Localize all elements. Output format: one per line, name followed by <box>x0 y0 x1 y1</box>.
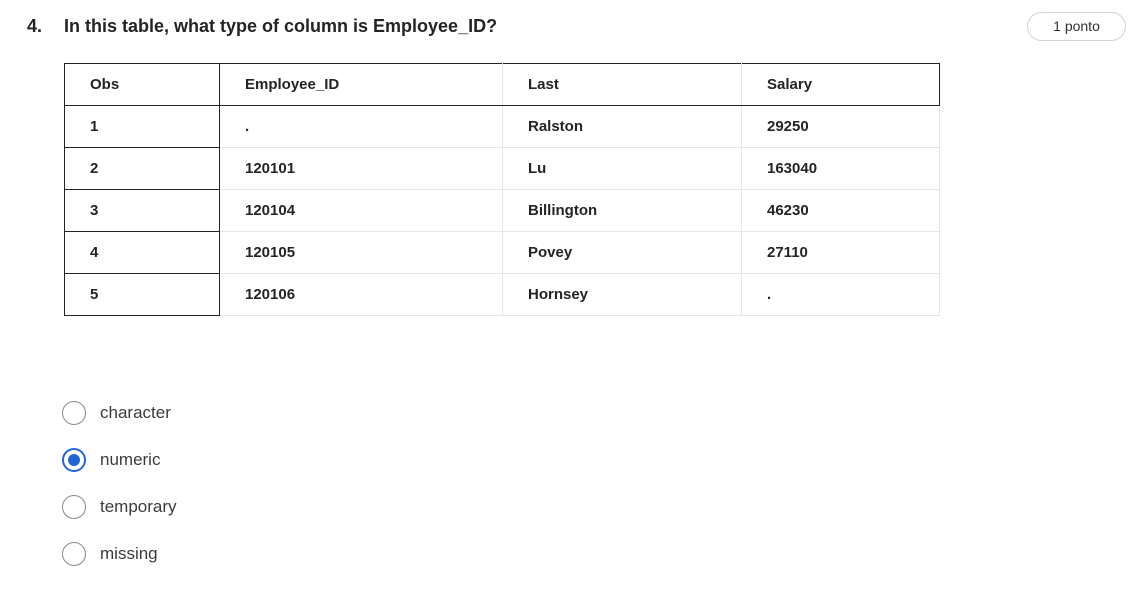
cell-employee-id: 120101 <box>219 147 503 190</box>
cell-salary: 29250 <box>741 105 940 148</box>
option-missing[interactable]: missing <box>62 541 177 566</box>
option-numeric[interactable]: numeric <box>62 447 177 472</box>
cell-salary: 163040 <box>741 147 940 190</box>
cell-salary: 46230 <box>741 189 940 232</box>
cell-obs: 1 <box>64 105 220 148</box>
cell-salary: 27110 <box>741 231 940 274</box>
cell-obs: 5 <box>64 273 220 316</box>
table-row: 1 . Ralston 29250 <box>64 105 940 148</box>
cell-last: Povey <box>502 231 742 274</box>
header-employee-id: Employee_ID <box>219 63 503 106</box>
cell-obs: 4 <box>64 231 220 274</box>
table-row: 3 120104 Billington 46230 <box>64 189 940 232</box>
cell-employee-id: 120105 <box>219 231 503 274</box>
radio-button[interactable] <box>62 400 86 425</box>
cell-last: Lu <box>502 147 742 190</box>
header-salary: Salary <box>741 63 940 106</box>
option-temporary[interactable]: temporary <box>62 494 177 519</box>
cell-last: Hornsey <box>502 273 742 316</box>
radio-button[interactable] <box>62 541 86 566</box>
option-label: temporary <box>100 496 177 516</box>
cell-employee-id: 120106 <box>219 273 503 316</box>
radio-button[interactable] <box>62 494 86 519</box>
table-row: 5 120106 Hornsey . <box>64 273 940 316</box>
answer-options: character numeric temporary missing <box>62 400 177 588</box>
header-last: Last <box>502 63 742 106</box>
cell-employee-id: 120104 <box>219 189 503 232</box>
data-table: Obs Employee_ID Last Salary 1 . Ralston … <box>64 63 940 316</box>
cell-salary: . <box>741 273 940 316</box>
header-obs: Obs <box>64 63 220 106</box>
question-title: In this table, what type of column is Em… <box>64 16 498 36</box>
option-label: missing <box>100 543 158 563</box>
cell-obs: 3 <box>64 189 220 232</box>
option-label: numeric <box>100 449 161 469</box>
points-badge: 1 ponto <box>1027 12 1126 41</box>
cell-employee-id: . <box>219 105 503 148</box>
option-character[interactable]: character <box>62 400 177 425</box>
question-number: 4. <box>27 16 43 36</box>
radio-button[interactable] <box>62 447 86 472</box>
option-label: character <box>100 402 171 422</box>
cell-last: Ralston <box>502 105 742 148</box>
table-row: 2 120101 Lu 163040 <box>64 147 940 190</box>
table-row: 4 120105 Povey 27110 <box>64 231 940 274</box>
cell-obs: 2 <box>64 147 220 190</box>
cell-last: Billington <box>502 189 742 232</box>
table-header-row: Obs Employee_ID Last Salary <box>64 63 940 106</box>
